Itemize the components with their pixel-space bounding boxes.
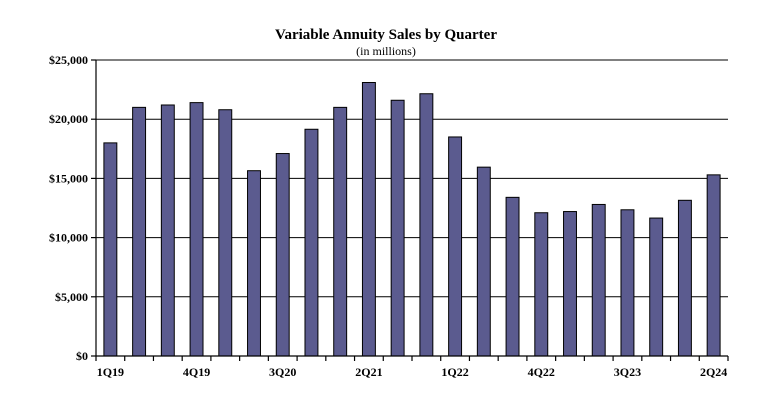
bar-1Q20 xyxy=(218,109,233,357)
bar-2Q22 xyxy=(476,166,491,357)
bar-2Q21 xyxy=(361,82,376,357)
y-tick-label: $10,000 xyxy=(49,231,88,245)
x-tick-label: 1Q22 xyxy=(441,365,468,379)
x-tick-label: 4Q22 xyxy=(528,365,555,379)
y-tick-label: $25,000 xyxy=(49,53,88,67)
bar-1Q23 xyxy=(563,211,577,357)
y-tick-label: $0 xyxy=(76,349,88,363)
bar-2Q20 xyxy=(247,170,261,357)
x-tick-label: 4Q19 xyxy=(183,365,210,379)
bar-4Q20 xyxy=(304,128,319,357)
x-axis-ticks: 1Q19 4Q19 3Q20 2Q21 1Q22 4Q22 3Q23 2Q24 xyxy=(95,356,729,379)
y-tick-label: $5,000 xyxy=(55,290,88,304)
bar-1Q19 xyxy=(103,142,118,357)
bar-3Q19 xyxy=(160,104,175,357)
y-tick-label: $15,000 xyxy=(49,171,88,185)
bar-4Q22 xyxy=(534,212,549,357)
x-tick-label: 2Q21 xyxy=(355,365,382,379)
bar-2Q19 xyxy=(132,106,147,357)
bar-3Q21 xyxy=(390,99,405,357)
bar-1Q21 xyxy=(333,106,348,357)
x-tick-label: 2Q24 xyxy=(700,365,727,379)
bar-2Q23 xyxy=(591,203,606,357)
chart-subtitle: (in millions) xyxy=(356,44,416,58)
bar-1Q24 xyxy=(677,199,692,357)
x-tick-label: 1Q19 xyxy=(97,365,124,379)
bar-3Q23 xyxy=(620,209,635,357)
bar-1Q22 xyxy=(448,136,463,357)
bar-2Q24 xyxy=(706,174,721,357)
bar-4Q23 xyxy=(649,217,664,357)
bar-3Q22 xyxy=(505,196,520,357)
bar-4Q21 xyxy=(419,93,434,357)
bar-3Q20 xyxy=(275,153,290,357)
bar-4Q19 xyxy=(189,102,204,357)
x-tick-label: 3Q23 xyxy=(614,365,641,379)
bars xyxy=(103,82,721,357)
y-tick-label: $20,000 xyxy=(49,112,88,126)
chart-title: Variable Annuity Sales by Quarter xyxy=(275,27,497,43)
x-tick-label: 3Q20 xyxy=(269,365,296,379)
y-axis-ticks: $0 $5,000 $10,000 $15,000 $20,000 $25,000 xyxy=(49,53,96,363)
